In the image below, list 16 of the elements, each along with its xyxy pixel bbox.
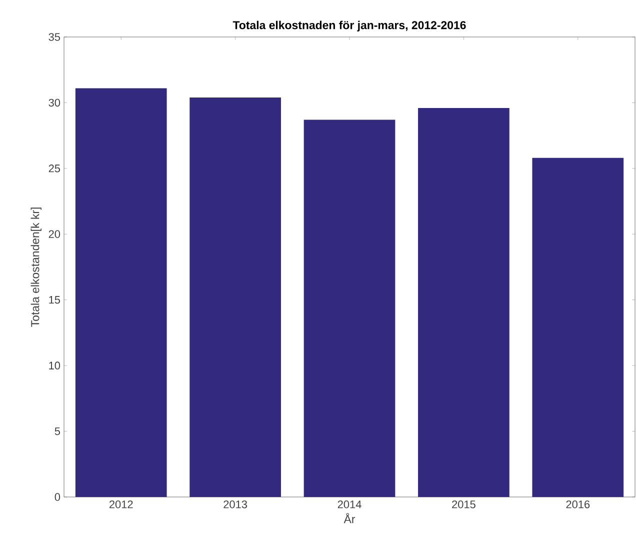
y-tick-label: 15 [49,296,60,304]
y-tick-label: 5 [54,427,60,436]
x-tick-label: 2012 [109,500,133,508]
y-tick-label: 35 [48,33,60,41]
x-tick-label: 2013 [224,500,248,508]
y-axis-title: Totala elkostanden[k kr] [30,208,42,327]
x-axis-title: År [344,513,356,524]
x-tick-label: 2015 [452,500,476,508]
y-tick-label: 10 [49,362,60,370]
x-tick-label: 2014 [338,500,362,508]
chart-title: Totala elkostnaden för jan-mars, 2012-2016 [232,20,466,32]
y-tick-label: 30 [48,98,60,107]
y-tick-label: 20 [48,230,60,238]
y-tick-label: 25 [48,164,60,172]
x-tick-label: 2016 [566,500,590,508]
y-tick-label: 0 [54,493,60,501]
